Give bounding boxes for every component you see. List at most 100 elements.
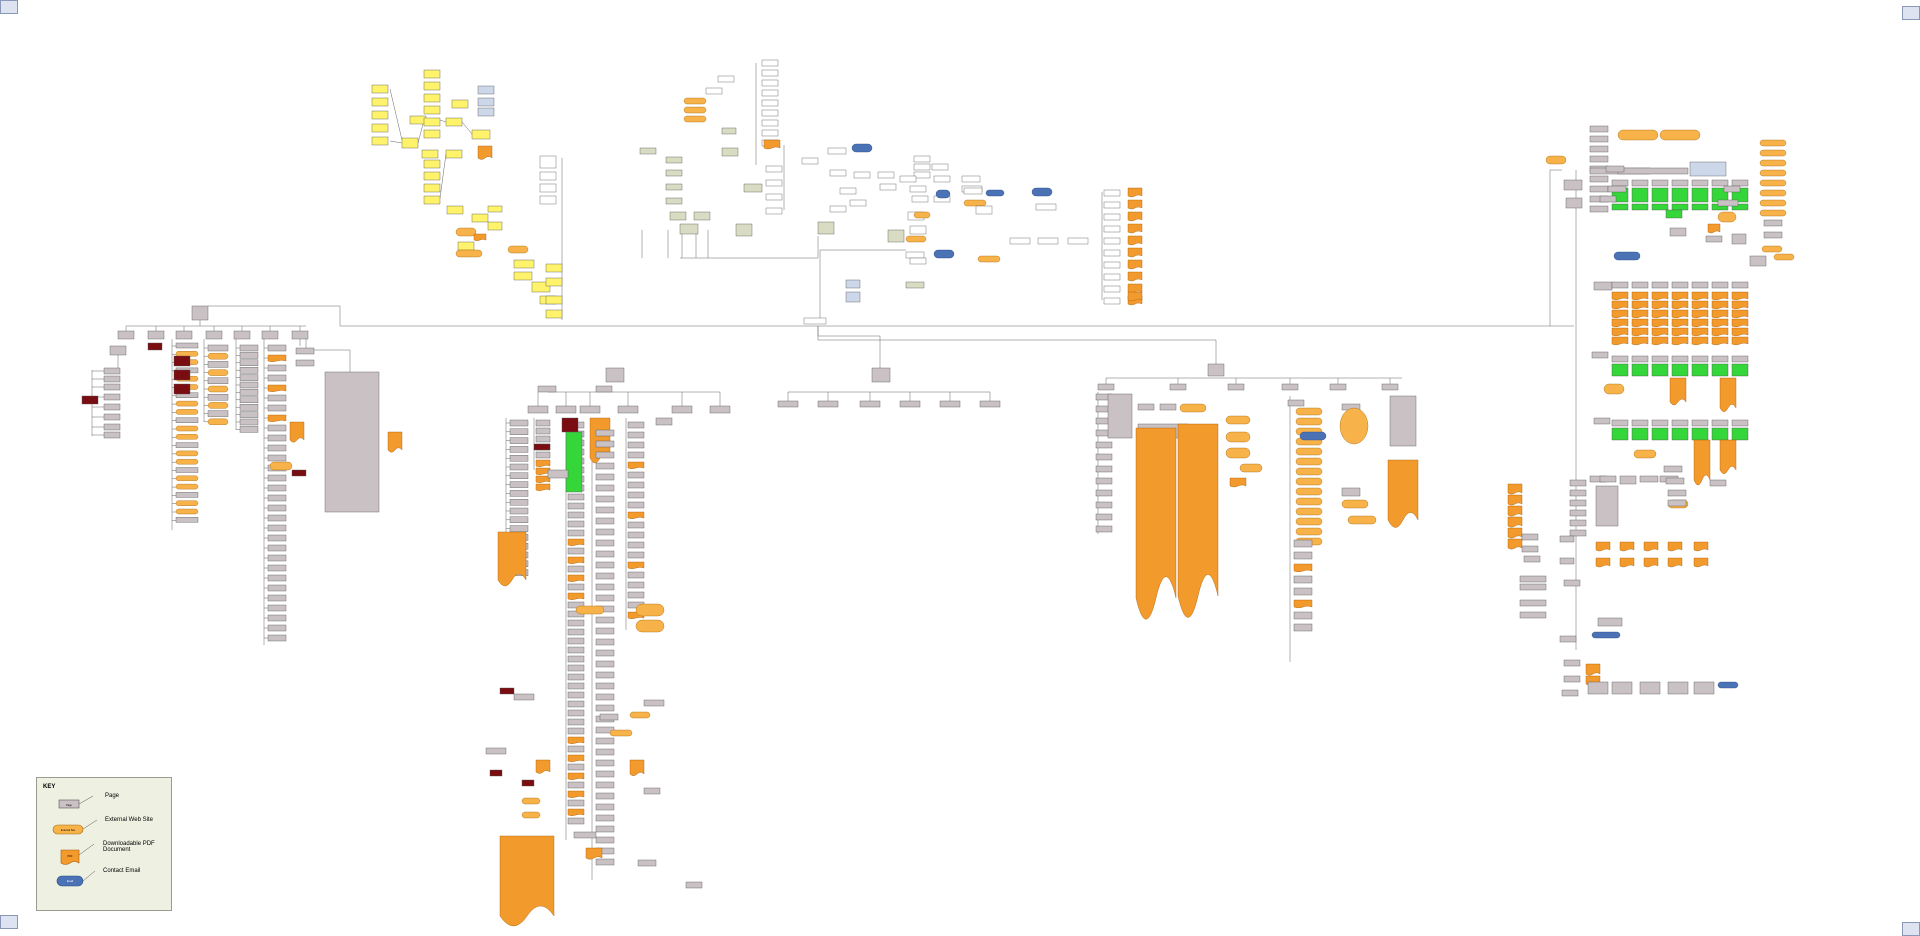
node-blue-333 [845,279,861,289]
node-page-530 [627,501,645,509]
node-external-242 [455,249,483,258]
node-page-370 [555,405,577,414]
node-pdf-729 [1631,327,1649,337]
node-page-395 [509,472,529,479]
node-page-532 [627,521,645,529]
node-pdf-725 [1631,291,1649,301]
node-pdf-744 [1671,336,1689,346]
node-pdf-764 [1731,327,1749,337]
node-pdf-721 [1611,318,1629,328]
node-page-141 [267,374,287,382]
node-external-107 [207,418,229,425]
node-page-682 [1611,179,1629,187]
node-external-632 [1295,507,1323,516]
node-white-347 [1103,213,1121,221]
node-yellow-207 [371,123,389,133]
node-pdf-837 [1667,541,1683,552]
node-page-83 [175,517,199,523]
node-page-609 [1137,403,1155,411]
node-yellow-213 [423,93,441,103]
node-olive-267 [743,183,763,193]
node-pdf-536 [627,561,645,569]
node-green-477 [565,431,583,493]
node-page-179 [267,564,287,572]
node-external-783 [1603,383,1625,395]
node-page-517 [595,836,615,844]
node-yellow-224 [471,129,491,140]
node-page-588 [1227,383,1245,391]
node-yellow-204 [371,84,389,94]
node-page-793 [1691,419,1709,427]
node-green-699 [1671,203,1689,211]
node-pdf-346 [1127,199,1143,210]
node-page-459 [567,673,585,681]
node-olive-302 [887,229,905,243]
node-green-798 [1731,427,1749,441]
node-page-604 [1095,489,1113,497]
node-yellow-220 [423,183,441,193]
connector-342 [819,249,906,318]
node-page-132 [239,426,259,433]
node-page-493 [595,572,615,580]
node-external-195 [269,461,293,471]
node-page-163 [267,484,287,492]
legend-external-shape [52,824,84,835]
node-page-745 [1691,281,1709,289]
node-external-63 [175,434,199,440]
node-page-475 [567,817,585,825]
node-page-855 [1611,681,1633,695]
node-external-552 [521,811,541,819]
node-page-122 [239,389,259,396]
node-email-859 [1717,681,1739,689]
node-external-551 [521,797,541,805]
node-pdf-737 [1651,336,1669,346]
node-external-611 [1179,403,1207,413]
node-page-826 [1521,533,1539,541]
node-page-139 [267,364,287,372]
node-pdf-720 [1611,309,1629,319]
node-pdf-474 [567,808,585,816]
node-yellow-247 [531,281,551,293]
node-pdf-557 [629,759,645,776]
node-page-773 [1671,355,1689,363]
node-pdf-761 [1731,300,1749,310]
node-page-534 [627,541,645,549]
node-pdf-466 [567,736,585,744]
node-page-374 [617,405,639,414]
node-page-498 [595,627,615,635]
node-page-481 [595,440,615,448]
node-pdf-782 [1719,377,1737,412]
node-page-458 [567,664,585,672]
node-page-817 [1667,489,1687,497]
node-page-853 [1561,689,1579,697]
node-page-684 [1631,179,1649,187]
node-yellow-211 [423,69,441,79]
node-pdf-354 [1127,247,1143,258]
node-page-784 [1593,417,1611,425]
node-pdf-751 [1691,336,1709,346]
node-page-713 [1731,233,1747,245]
node-page-694 [1731,179,1749,187]
node-page-197 [295,347,315,355]
node-page-128 [239,411,259,418]
node-pdf-742 [1671,318,1689,328]
node-page-167 [267,504,287,512]
node-pdf-800 [1719,439,1737,474]
node-page-153 [267,434,287,442]
node-green-691 [1691,187,1709,203]
node-page-492 [595,561,615,569]
node-white-285 [765,165,783,173]
connector-860 [1549,169,1562,326]
node-pdf-757 [1711,327,1729,337]
node-white-312 [899,175,917,183]
node-green-796 [1711,427,1729,441]
node-external-675 [1759,199,1787,207]
node-page-668 [1617,167,1689,175]
node-page-27 [103,383,121,391]
node-page-368 [527,405,549,414]
legend-pdf-label: Downloadable PDF Document [103,841,155,853]
node-page-565 [871,367,891,383]
node-external-623 [1295,417,1323,426]
node-page-77 [175,492,199,498]
node-page-405 [509,516,529,523]
